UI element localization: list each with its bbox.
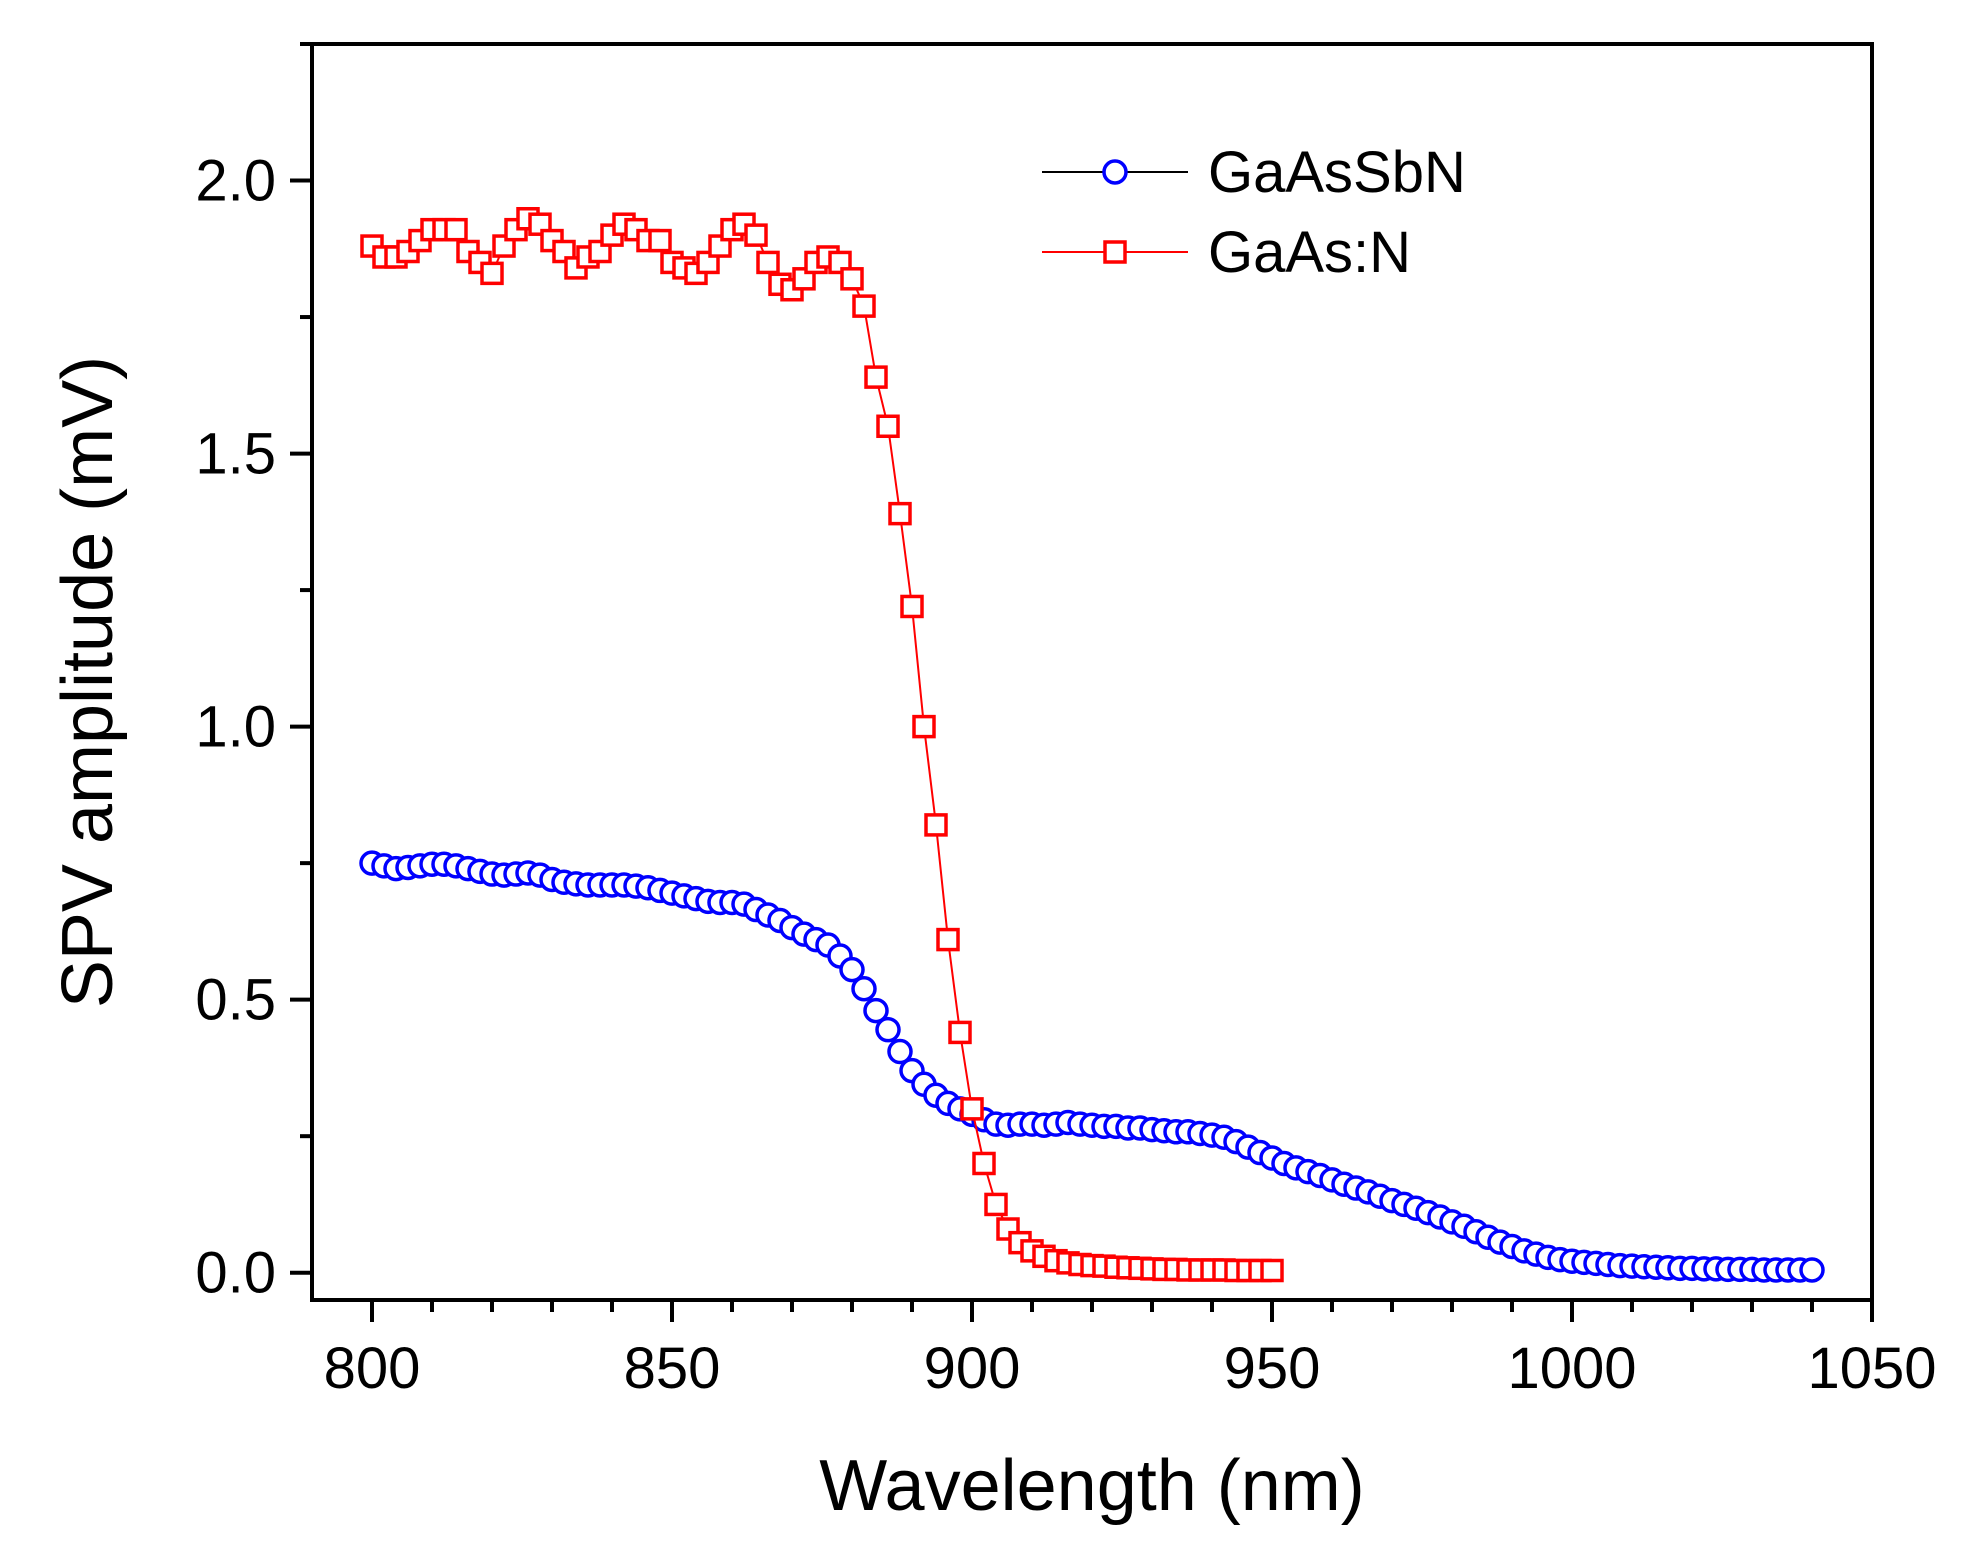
- x-tick-label: 950: [1224, 1336, 1321, 1401]
- data-point: [900, 594, 924, 619]
- data-point: [888, 501, 912, 526]
- data-point: [744, 223, 768, 247]
- x-tick-label: 800: [324, 1336, 421, 1401]
- x-axis-title: Wavelength (nm): [819, 1446, 1365, 1526]
- data-point: [960, 1097, 984, 1121]
- y-axis-ticks: 0.0 0.5 1.0 1.5 2.0: [195, 42, 312, 1306]
- series-GaAs:N: [360, 206, 1284, 1283]
- legend-item: GaAs:N: [1042, 220, 1411, 285]
- x-tick-label: 1050: [1807, 1336, 1936, 1401]
- y-tick-label: 1.5: [195, 422, 276, 487]
- data-point: [924, 813, 948, 837]
- data-point: [1799, 1257, 1825, 1283]
- legend-marker: [1103, 240, 1127, 264]
- data-point: [444, 217, 468, 242]
- series-GaAsSbN: [359, 850, 1825, 1283]
- data-point: [912, 714, 936, 739]
- series-layer: [359, 206, 1825, 1283]
- data-point: [984, 1192, 1008, 1217]
- y-tick-label: 0.0: [195, 1241, 276, 1306]
- data-point: [840, 267, 864, 291]
- y-tick-label: 1.0: [195, 695, 276, 760]
- data-point: [1260, 1258, 1284, 1283]
- x-axis-ticks: 800 850 900 950 1000 1050: [324, 1300, 1937, 1401]
- data-point: [756, 250, 780, 275]
- data-point: [852, 294, 876, 318]
- data-point: [875, 1016, 901, 1043]
- data-point: [864, 365, 888, 389]
- data-point: [936, 927, 960, 952]
- data-point: [876, 414, 900, 439]
- x-tick-label: 850: [624, 1336, 721, 1401]
- x-tick-label: 1000: [1507, 1336, 1636, 1401]
- legend-label: GaAs:N: [1208, 220, 1411, 285]
- data-point: [972, 1151, 996, 1176]
- legend-item: GaAsSbN: [1042, 140, 1466, 205]
- x-tick-label: 900: [924, 1336, 1021, 1401]
- legend-label: GaAsSbN: [1208, 140, 1466, 205]
- data-point: [480, 261, 504, 286]
- legend: GaAsSbN GaAs:N: [1042, 140, 1466, 285]
- y-axis-title: SPV amplitude (mV): [48, 356, 128, 1008]
- data-point: [851, 975, 877, 1002]
- data-point: [887, 1038, 913, 1065]
- legend-marker: [1102, 159, 1128, 185]
- y-tick-label: 2.0: [195, 149, 276, 214]
- data-point: [863, 997, 889, 1024]
- data-point: [648, 228, 672, 253]
- data-point: [948, 1020, 972, 1045]
- data-point: [839, 956, 865, 983]
- y-tick-label: 0.5: [195, 968, 276, 1033]
